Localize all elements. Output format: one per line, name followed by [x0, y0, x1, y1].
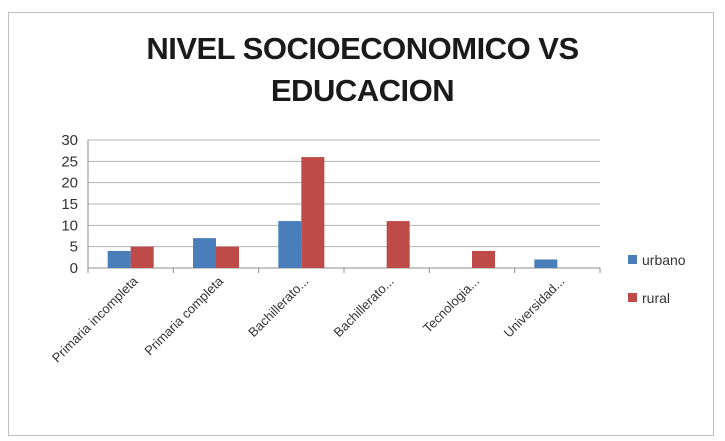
x-category-label: Bachillerato... [245, 274, 311, 340]
y-tick-label: 0 [70, 260, 78, 277]
y-tick-label: 10 [61, 217, 78, 234]
bar-urbano [278, 221, 302, 268]
legend-label-urbano: urbano [642, 252, 686, 268]
x-category-label: Primaria completa [141, 273, 226, 358]
chart-frame [8, 12, 714, 436]
y-tick-label: 5 [70, 239, 78, 256]
y-tick-label: 25 [61, 153, 78, 170]
x-category-label: Bachillerato... [330, 274, 396, 340]
x-category-label: Primaria incompleta [49, 273, 141, 365]
bar-urbano [107, 250, 131, 268]
chart-title: NIVEL SOCIOECONOMICO VS EDUCACION [146, 31, 579, 108]
bar-rural [301, 157, 325, 268]
bar-rural [386, 221, 410, 268]
x-category-label: Tecnologia... [420, 274, 482, 336]
gridlines [88, 139, 600, 248]
axes [87, 140, 601, 273]
bar-rural [130, 246, 154, 268]
y-tick-label: 20 [61, 175, 78, 192]
bar-rural [472, 250, 495, 268]
bar-rural [216, 246, 239, 268]
legend-swatch-rural [628, 293, 637, 302]
y-tick-label: 30 [61, 132, 78, 149]
legend: urbano rural [628, 252, 686, 306]
x-category-label: Universidad... [501, 274, 568, 341]
bar-urbano [193, 238, 216, 268]
legend-label-rural: rural [642, 290, 670, 306]
bars [107, 157, 558, 268]
bar-urbano [534, 259, 558, 268]
legend-swatch-urbano [628, 255, 637, 264]
y-tick-label: 15 [61, 196, 78, 213]
